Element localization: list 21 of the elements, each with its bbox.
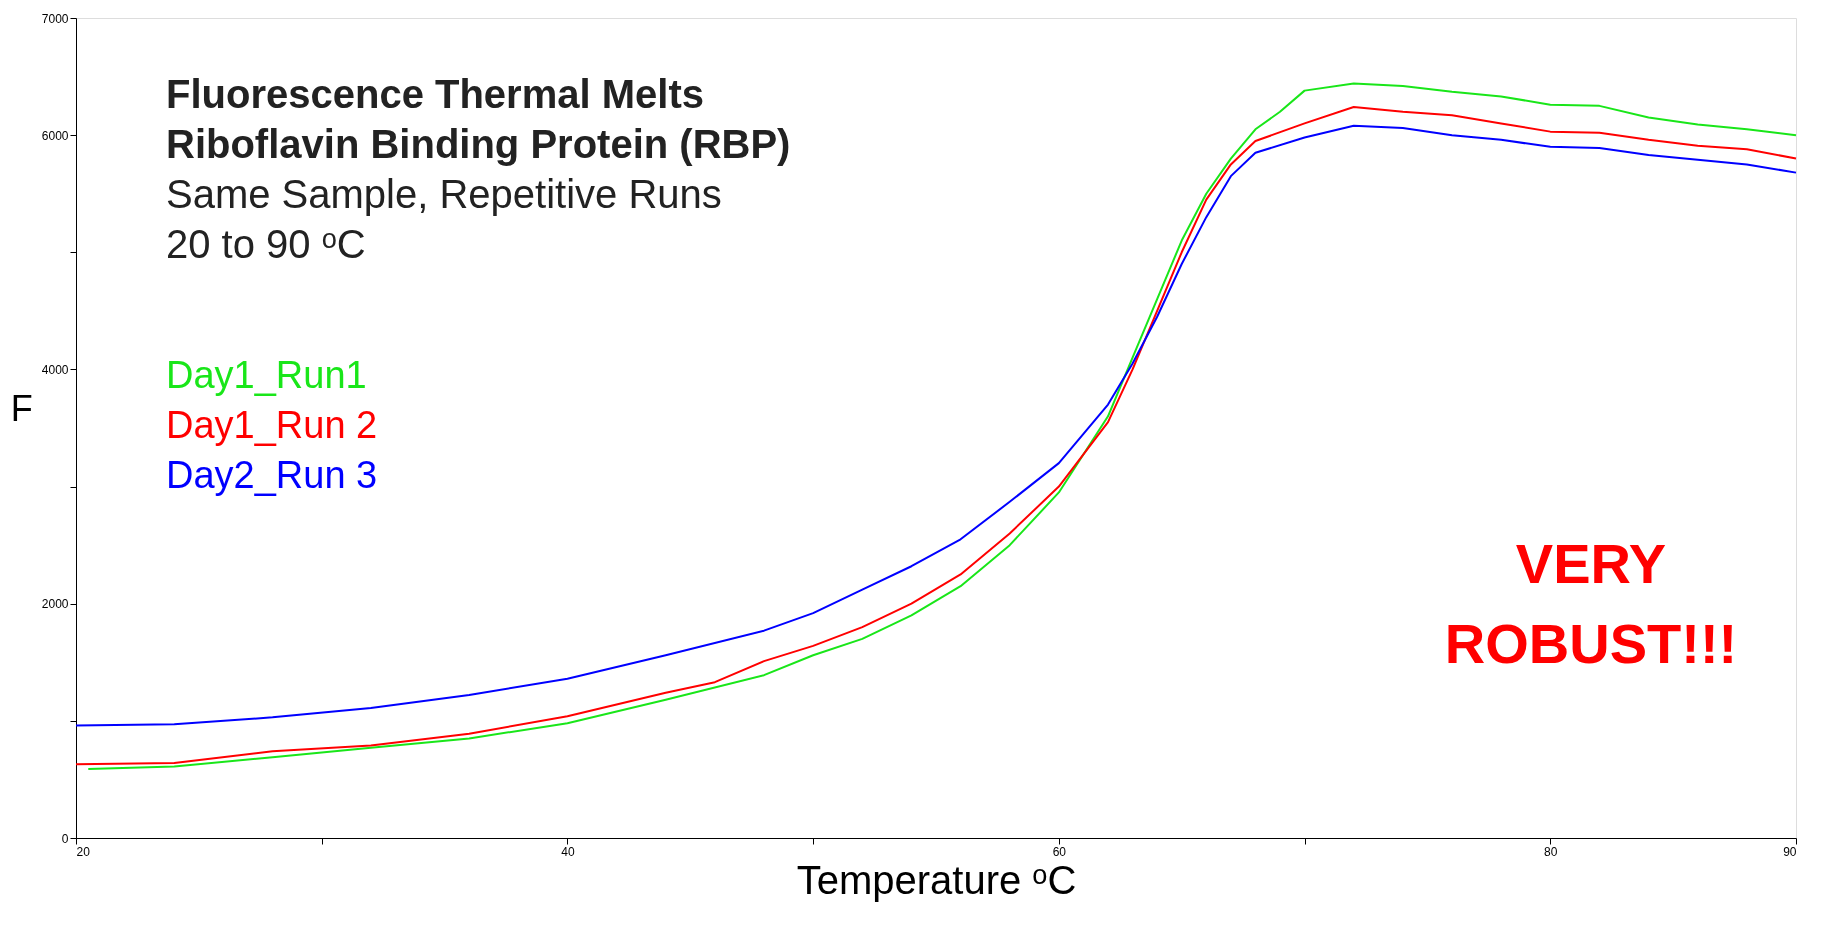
y-tick-label: 4000 <box>41 362 69 377</box>
text: Fluorescence Thermal Melts <box>166 72 704 116</box>
x-tick-label: 60 <box>1052 844 1067 859</box>
text: Day1_Run 2 <box>166 404 378 446</box>
y-tick-label: 7000 <box>41 11 69 26</box>
y-tick-label: 6000 <box>41 128 69 143</box>
y-axis-title: F <box>10 387 33 429</box>
x-tick-label: 90 <box>1783 844 1797 859</box>
x-tick-label: 40 <box>561 844 575 859</box>
annotation: VERY <box>1515 532 1667 595</box>
text: Riboflavin Binding Protein (RBP) <box>166 122 791 166</box>
y-tick-label: 0 <box>61 831 69 846</box>
annotation: ROBUST!!! <box>1444 612 1738 675</box>
text: Day1_Run1 <box>166 354 367 396</box>
x-tick-label: 80 <box>1544 844 1558 859</box>
x-tick-label: 20 <box>76 844 91 859</box>
text: 20 to 90 ᵒC <box>166 222 366 266</box>
text: Same Sample, Repetitive Runs <box>166 172 722 216</box>
text: Day2_Run 3 <box>166 454 378 496</box>
y-tick-label: 2000 <box>41 597 69 612</box>
x-axis-title: Temperature ᵒC <box>796 857 1077 902</box>
